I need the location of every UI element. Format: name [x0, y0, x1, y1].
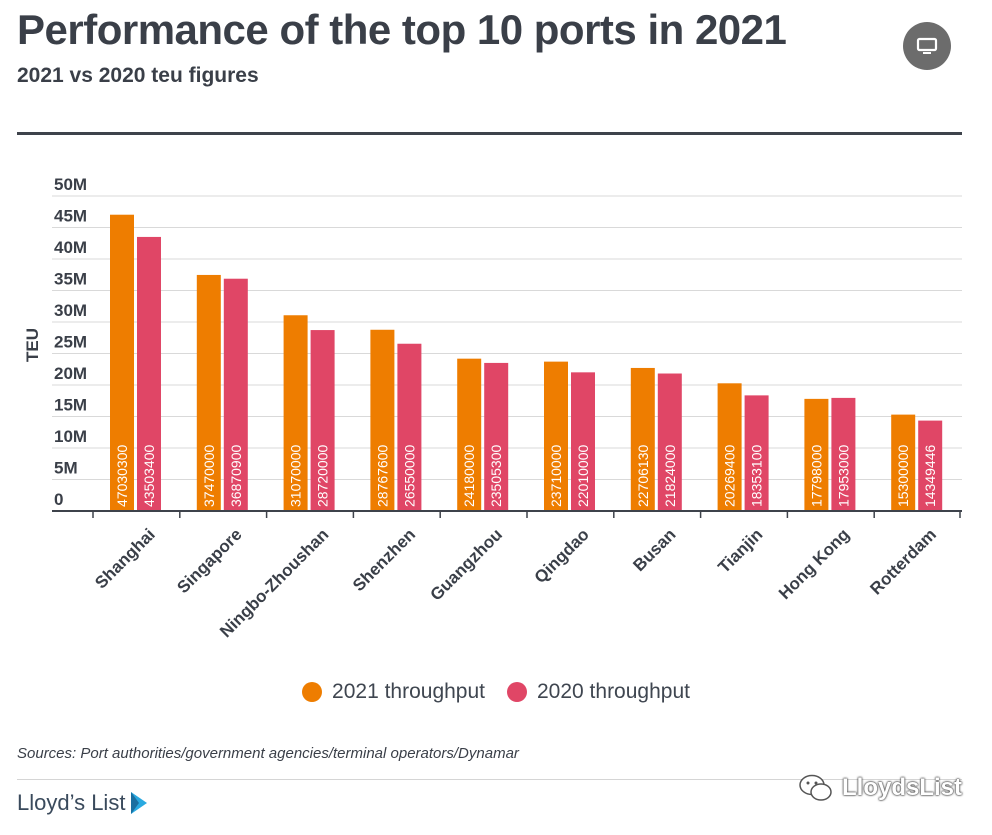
bar-2020[interactable]	[571, 372, 595, 511]
bar-value-label: 37470000	[201, 444, 217, 507]
bar-value-label: 28720000	[315, 444, 331, 507]
bar-2021[interactable]	[457, 358, 482, 511]
display-mode-button[interactable]	[903, 22, 951, 70]
x-tick-label: Shenzhen	[349, 525, 419, 595]
x-tick-label: Hong Kong	[775, 525, 853, 603]
bar-value-label: 17798000	[808, 444, 824, 507]
bar-value-label: 17953000	[835, 444, 851, 507]
bar-value-label: 43503400	[141, 444, 157, 507]
bar-value-label: 31070000	[288, 444, 304, 507]
monitor-icon	[916, 37, 938, 54]
legend-item-2020[interactable]: 2020 throughput	[507, 680, 690, 704]
bar-value-label: 26550000	[401, 444, 417, 507]
bar-2020[interactable]	[657, 373, 682, 511]
x-tick-label: Qingdao	[531, 525, 593, 587]
bar-value-label: 47030300	[114, 444, 130, 507]
y-tick-label: 5M	[54, 459, 78, 478]
bar-value-label: 22010000	[575, 444, 591, 507]
watermark-text: LloydsList	[841, 774, 962, 801]
y-tick-label: 15M	[54, 396, 87, 415]
chart-subtitle: 2021 vs 2020 teu figures	[17, 64, 259, 87]
bar-2021[interactable]	[196, 274, 221, 511]
brand-logo[interactable]: Lloyd’s List	[17, 790, 149, 816]
bar-2020[interactable]	[831, 397, 856, 511]
bar-2020[interactable]	[310, 330, 335, 511]
bar-value-label: 15300000	[895, 444, 911, 507]
y-tick-label: 45M	[54, 207, 87, 226]
legend-swatch-2020	[507, 682, 527, 702]
footer-divider	[17, 779, 962, 780]
bar-2021[interactable]	[891, 414, 916, 511]
bar-2021[interactable]	[804, 398, 829, 511]
bar-2020[interactable]	[137, 236, 161, 511]
bar-2021[interactable]	[283, 315, 308, 511]
legend-label-2021: 2021 throughput	[332, 680, 485, 703]
x-tick-label: Shanghai	[91, 525, 159, 593]
bar-value-label: 18353100	[749, 444, 765, 507]
legend-item-2021[interactable]: 2021 throughput	[302, 680, 485, 704]
x-tick-label: Rotterdam	[866, 525, 940, 599]
bar-value-label: 28767600	[374, 444, 390, 507]
y-tick-label: 30M	[54, 301, 87, 320]
legend-swatch-2021	[302, 682, 323, 702]
bar-value-label: 14349446	[922, 444, 938, 507]
bar-value-label: 23710000	[548, 444, 564, 507]
bar-2021[interactable]	[110, 214, 134, 511]
bar-2021[interactable]	[630, 367, 655, 511]
y-tick-label: 20M	[54, 364, 87, 383]
bar-2020[interactable]	[397, 343, 422, 511]
y-axis-tick-labels: 0 5M 10M 15M 20M 25M 30M 35M 40M 45M 50M	[54, 175, 87, 509]
y-tick-label: 35M	[54, 270, 87, 289]
bar-2021[interactable]	[370, 329, 395, 511]
brand-name: Lloyd’s List	[17, 790, 126, 815]
bar-value-label: 20269400	[722, 444, 738, 507]
bar-chart: 0 5M 10M 15M 20M 25M 30M 35M 40M 45M 50M TEU 47030…	[23, 175, 962, 641]
bar-2020[interactable]	[918, 420, 943, 511]
bar-2020[interactable]	[744, 395, 769, 511]
bar-value-label: 21824000	[662, 444, 678, 507]
bar-value-label: 23505300	[488, 444, 504, 507]
y-tick-label: 0	[54, 490, 63, 509]
bar-value-label: 24180000	[461, 444, 477, 507]
legend-label-2020: 2020 throughput	[537, 680, 690, 703]
y-tick-label: 40M	[54, 238, 87, 257]
y-tick-label: 25M	[54, 333, 87, 352]
bar-value-label: 22706130	[635, 444, 651, 507]
chart-title: Performance of the top 10 ports in 2021	[17, 6, 787, 53]
source-note: Sources: Port authorities/government age…	[17, 745, 519, 762]
bar-2020[interactable]	[484, 362, 509, 511]
x-tick-label: Guangzhou	[426, 525, 506, 605]
x-tick-label: Tianjin	[714, 525, 766, 577]
header-divider	[17, 132, 962, 135]
y-tick-label: 10M	[54, 427, 87, 446]
bar-2020[interactable]	[223, 278, 248, 511]
bar-2021[interactable]	[717, 383, 742, 511]
x-tick-label: Busan	[629, 525, 679, 575]
x-tick-label: Singapore	[173, 525, 245, 597]
wechat-icon	[799, 774, 832, 801]
bar-2021[interactable]	[544, 361, 568, 511]
play-arrow-icon	[131, 792, 148, 814]
bar-value-label: 36870900	[228, 444, 244, 507]
bars: 47030300 43503400 37470000 36870900 31070000…	[110, 214, 943, 511]
legend: 2021 throughput 2020 throughput	[0, 680, 992, 704]
y-tick-label: 50M	[54, 175, 87, 194]
y-axis-label: TEU	[23, 328, 42, 362]
wechat-watermark: LloydsList	[798, 773, 962, 803]
